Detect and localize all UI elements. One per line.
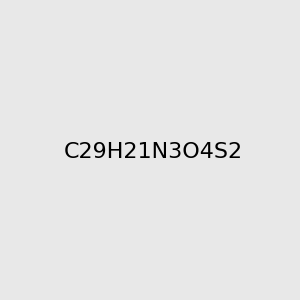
- Text: C29H21N3O4S2: C29H21N3O4S2: [64, 142, 243, 161]
